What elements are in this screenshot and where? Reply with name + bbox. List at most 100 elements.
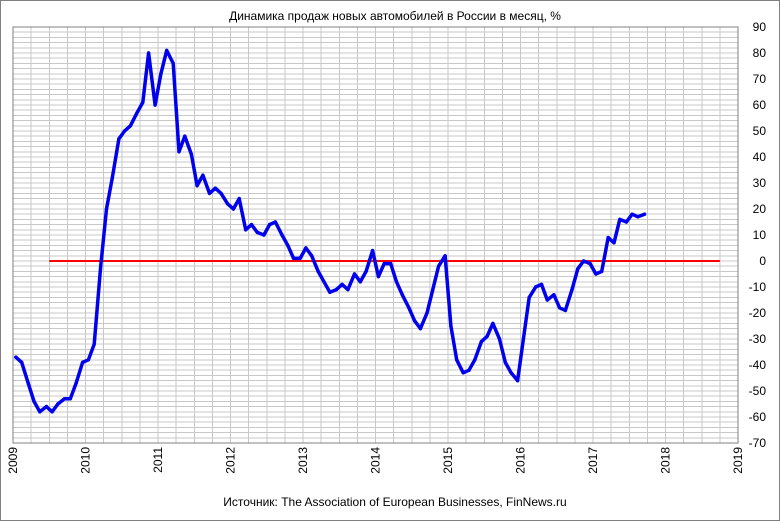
data-point [304, 246, 308, 250]
data-point [153, 103, 157, 107]
x-tick-label: 2018 [659, 447, 673, 474]
data-point [322, 280, 326, 284]
data-point [352, 272, 357, 276]
data-point [237, 196, 241, 201]
data-point [534, 285, 538, 289]
data-points [14, 48, 647, 414]
data-point [557, 306, 562, 310]
data-point [364, 269, 368, 274]
data-point [425, 311, 429, 315]
y-tick-label: -30 [749, 332, 767, 346]
data-point [146, 51, 151, 55]
x-tick-label: 2016 [514, 447, 528, 474]
x-tick-label: 2015 [441, 447, 455, 474]
source-caption: Источник: The Association of European Bu… [223, 495, 566, 509]
data-point [431, 287, 435, 292]
data-point [86, 358, 91, 362]
data-point [521, 337, 526, 341]
x-tick-label: 2014 [369, 447, 383, 474]
chart-title: Динамика продаж новых автомобилей в Росс… [229, 9, 561, 23]
y-tick-label: 50 [753, 124, 767, 138]
data-point [80, 360, 85, 365]
data-point [44, 404, 49, 409]
y-tick-label: -20 [749, 306, 767, 320]
x-tick-label: 2012 [224, 447, 238, 474]
data-point [291, 256, 296, 261]
data-point [479, 339, 484, 344]
data-point [382, 261, 386, 266]
data-point [26, 381, 30, 385]
data-point [110, 176, 115, 180]
data-point [436, 264, 441, 268]
data-point [177, 150, 181, 154]
data-point [527, 295, 531, 300]
x-tick-label: 2019 [731, 447, 745, 474]
data-point [570, 287, 574, 292]
data-point [255, 230, 259, 235]
data-point [491, 321, 495, 326]
data-point [400, 293, 404, 297]
x-tick-label: 2009 [6, 447, 20, 474]
data-point [515, 378, 520, 383]
data-point [612, 241, 616, 245]
data-point [201, 173, 205, 177]
data-point [497, 337, 502, 341]
y-tick-label: 20 [753, 202, 767, 216]
data-point [128, 124, 133, 128]
data-point [286, 243, 290, 248]
data-point [141, 100, 145, 105]
data-point [473, 358, 477, 362]
data-point [552, 293, 556, 297]
data-point [14, 355, 18, 359]
data-point [563, 308, 568, 313]
y-tick-label: 0 [759, 254, 766, 268]
plot-area-frame [12, 26, 739, 444]
y-tick-label: -40 [749, 358, 767, 372]
data-point [38, 410, 42, 414]
data-point [316, 269, 320, 274]
x-axis-tick-labels: 2009 2010 2011 2012 2013 2014 2015 2016 2017 2018… [6, 447, 745, 474]
data-point [412, 319, 417, 323]
data-point [618, 217, 622, 222]
data-point [92, 342, 96, 346]
data-point [122, 129, 127, 133]
y-tick-label: -70 [749, 436, 767, 450]
data-point [20, 360, 24, 365]
data-point [630, 212, 634, 216]
x-tick-label: 2010 [79, 447, 93, 474]
data-point [539, 282, 544, 287]
x-tick-label: 2013 [296, 447, 310, 474]
data-point [50, 410, 54, 414]
data-point [594, 272, 598, 276]
data-point [407, 306, 411, 310]
gridlines [12, 26, 739, 444]
data-point [219, 191, 223, 196]
data-point [104, 207, 109, 211]
data-point [99, 264, 103, 268]
y-tick-label: -50 [749, 384, 767, 398]
data-point [443, 254, 447, 258]
data-point [346, 287, 350, 292]
data-point [310, 254, 314, 258]
data-point [418, 326, 423, 331]
data-point [171, 61, 175, 66]
data-point [588, 261, 592, 266]
y-tick-label: 30 [753, 176, 767, 190]
data-point [159, 72, 163, 76]
data-point [340, 282, 344, 287]
data-point [280, 233, 284, 237]
y-tick-label: 80 [753, 46, 767, 60]
data-point [267, 222, 272, 227]
data-point [32, 399, 36, 404]
data-point [213, 186, 217, 190]
data-point [328, 290, 332, 294]
data-point [370, 248, 375, 253]
x-tick-label: 2011 [151, 447, 165, 473]
y-tick-label: 60 [753, 98, 767, 112]
data-point [334, 287, 339, 292]
data-point [394, 280, 399, 284]
data-point [74, 381, 78, 385]
data-point [358, 280, 362, 284]
